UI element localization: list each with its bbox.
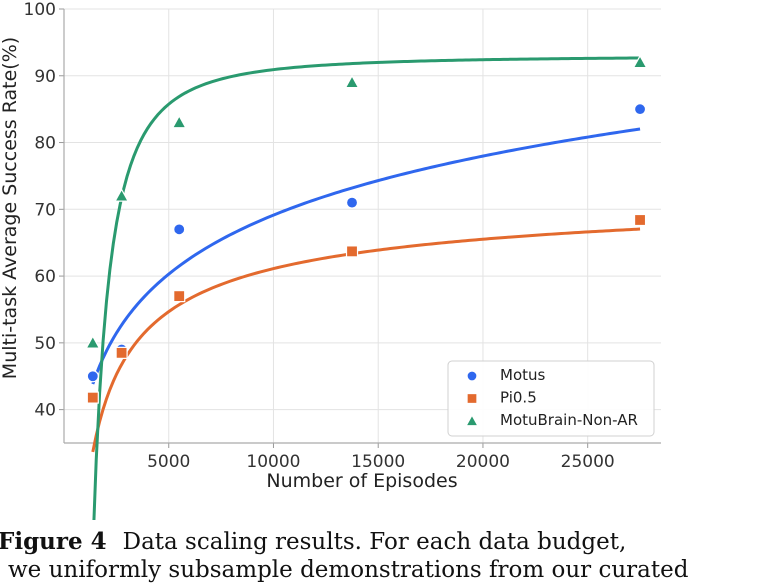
- axes: [59, 8, 661, 448]
- y-tick-label: 80: [34, 134, 56, 154]
- data-point-motubrain-non-ar: [344, 74, 360, 89]
- data-scaling-chart: 5000 10000 15000 20000 25000405060708090100 …: [0, 0, 661, 520]
- fit-curve-motubrain-non-ar: [92, 56, 641, 520]
- legend-label-motubrain-non-ar: MotuBrain-Non-AR: [500, 411, 638, 429]
- data-point-motubrain-non-ar: [171, 114, 187, 129]
- data-point-pi0-5: [86, 391, 99, 404]
- data-point-motus: [633, 103, 647, 116]
- data-point-pi0-5: [173, 290, 186, 303]
- data-point-pi0-5: [345, 245, 359, 258]
- data-point-motubrain-non-ar: [632, 54, 648, 69]
- legend-label-pi0-5: Pi0.5: [500, 389, 537, 407]
- caption-text-line2: we uniformly subsample demonstrations fr…: [8, 557, 689, 583]
- caption-text: Data scaling results. For each data budg…: [122, 529, 627, 555]
- legend-marker-pi0-5: [466, 392, 478, 405]
- data-point-pi0-5: [115, 346, 128, 359]
- legend-marker-motubrain-non-ar: [465, 413, 479, 427]
- figure-caption: Figure 4 Data scaling results. For each d…: [0, 528, 772, 555]
- x-tick-label: 10000: [246, 452, 300, 472]
- data-point-motus: [86, 370, 99, 383]
- x-tick-label: 15000: [351, 452, 405, 472]
- legend: Motus Pi0.5 MotuBrain-Non-AR: [447, 360, 655, 437]
- data-point-motubrain-non-ar: [114, 188, 130, 202]
- data-point-motus: [345, 196, 359, 209]
- x-tick-label: 5000: [147, 452, 190, 472]
- legend-box: [447, 360, 655, 437]
- x-tick-label: 25000: [561, 452, 615, 472]
- data-point-pi0-5: [633, 213, 647, 227]
- x-axis-label: Number of Episodes: [266, 470, 457, 492]
- data-point-motubrain-non-ar: [85, 335, 101, 349]
- figure-label: Figure 4: [0, 528, 107, 555]
- tick-labels: 5000 10000 15000 20000 25000 40 50 60 70 80 90 100: [24, 0, 615, 472]
- y-tick-label: 40: [34, 401, 56, 421]
- data-points: [85, 54, 648, 404]
- legend-marker-motus: [466, 370, 478, 382]
- legend-label-motus: Motus: [500, 366, 546, 384]
- y-tick-label: 90: [34, 67, 56, 87]
- x-tick-label: 20000: [456, 452, 510, 472]
- y-tick-label: 50: [34, 334, 56, 354]
- y-axis-label: Multi-task Average Success Rate(%): [0, 37, 21, 379]
- y-tick-label: 60: [34, 267, 56, 287]
- y-tick-label: 70: [34, 200, 56, 220]
- data-point-motus: [173, 223, 186, 236]
- y-tick-label: 100: [24, 0, 56, 20]
- fit-curve-motus: [91, 127, 641, 385]
